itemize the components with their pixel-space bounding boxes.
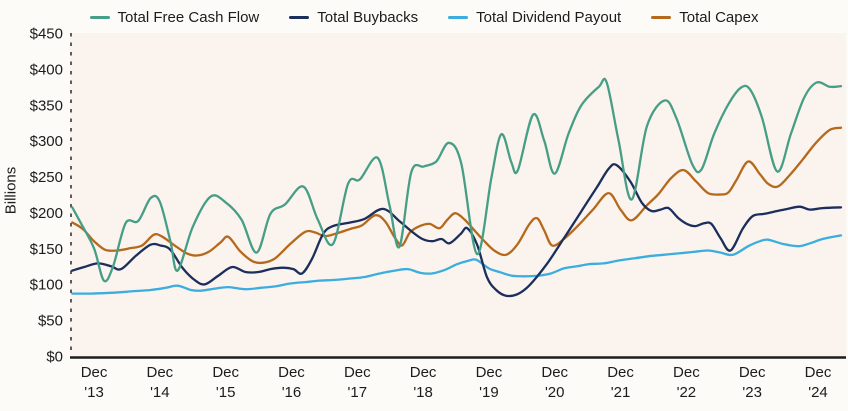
x-tick-label-year: '22 [677, 384, 697, 401]
y-tick-label: $50 [38, 313, 63, 330]
series-line-total-capex [71, 126, 843, 265]
x-tick-label-year: '15 [216, 384, 236, 401]
legend-label: Total Free Cash Flow [117, 8, 260, 26]
x-tick-label-year: '19 [479, 384, 499, 401]
legend-item-total-dividend-payout: Total Dividend Payout [448, 9, 621, 26]
x-tick-label-year: '13 [84, 384, 104, 401]
series-line-total-buybacks [71, 163, 843, 298]
x-tick-label-year: '16 [282, 384, 302, 401]
legend-swatch-icon [289, 15, 310, 19]
x-tick-label-year: '20 [545, 384, 565, 401]
x-tick-label-month: Dec [278, 364, 305, 381]
legend-swatch-icon [89, 15, 110, 19]
y-tick-label: $250 [30, 169, 63, 186]
x-tick-label-month: Dec [607, 364, 634, 381]
x-tick-label-month: Dec [147, 364, 174, 381]
legend-swatch-icon [651, 15, 672, 19]
x-tick-label-year: '24 [808, 384, 828, 401]
x-tick-label-month: Dec [81, 364, 108, 381]
x-tick-label-month: Dec [410, 364, 437, 381]
series-line-total-dividend-payout [71, 234, 843, 295]
y-tick-label: $400 [30, 61, 63, 78]
x-tick-label-month: Dec [805, 364, 832, 381]
x-tick-label-year: '17 [348, 384, 368, 401]
y-tick-label: $450 [30, 26, 63, 43]
x-tick-label-month: Dec [673, 364, 700, 381]
x-tick-label-year: '21 [611, 384, 631, 401]
y-tick-label: $0 [46, 349, 63, 366]
x-tick-label-month: Dec [212, 364, 239, 381]
y-tick-label: $300 [30, 133, 63, 150]
x-tick-label-year: '14 [150, 384, 170, 401]
legend-swatch-icon [448, 15, 469, 19]
x-tick-label-month: Dec [476, 364, 503, 381]
legend-item-total-free-cash-flow: Total Free Cash Flow [89, 8, 260, 26]
x-tick-label-month: Dec [739, 364, 766, 381]
legend-label: Total Capex [679, 8, 759, 26]
legend-item-total-capex: Total Capex [651, 9, 758, 26]
x-tick-label-month: Dec [344, 364, 371, 381]
y-tick-label: $350 [30, 97, 63, 114]
legend-label: Total Dividend Payout [476, 8, 622, 26]
legend-item-total-buybacks: Total Buybacks [289, 9, 418, 26]
y-tick-label: $100 [30, 277, 63, 294]
x-tick-label-year: '23 [742, 384, 762, 401]
x-tick-label-year: '18 [413, 384, 433, 401]
legend-label: Total Buybacks [317, 8, 419, 26]
series-line-total-free-cash-flow [71, 77, 843, 283]
x-tick-label-month: Dec [541, 364, 568, 381]
chart-legend: Total Free Cash Flow Total Buybacks Total … [0, 4, 848, 30]
y-tick-label: $150 [30, 241, 63, 258]
plot-background [70, 33, 846, 356]
y-tick-label: $200 [30, 205, 63, 222]
